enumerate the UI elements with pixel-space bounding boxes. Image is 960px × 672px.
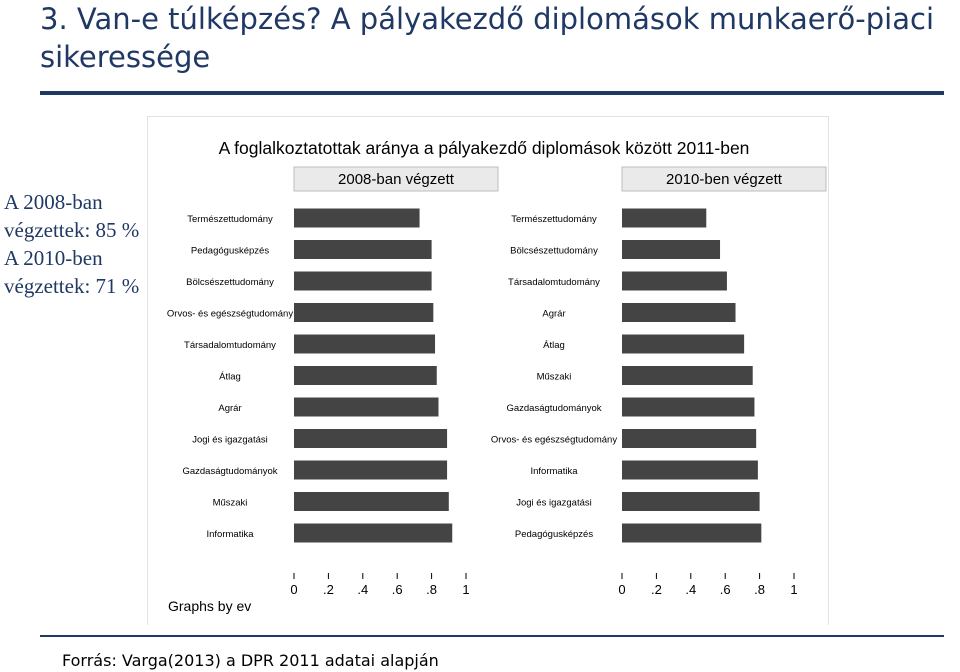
bar	[622, 303, 736, 322]
x-tick-label: .2	[323, 582, 334, 597]
x-tick-label: .6	[392, 582, 403, 597]
source-divider	[40, 635, 944, 637]
category-label: Jogi és igazgatási	[516, 498, 592, 509]
category-label: Informatika	[207, 529, 255, 540]
category-label: Informatika	[531, 466, 579, 477]
bar	[622, 523, 762, 543]
bar	[622, 492, 760, 511]
employment-rate-chart: A foglalkoztatottak aránya a pályakezdő …	[167, 138, 827, 614]
side-note: A 2008-ban végzettek: 85 % A 2010-ben vé…	[4, 188, 154, 300]
category-label: Természettudomány	[511, 214, 597, 225]
category-label: Orvos- és egészségtudomány	[167, 309, 293, 320]
side-note-line: végzettek: 71 %	[4, 274, 140, 298]
category-label: Gazdaságtudományok	[506, 403, 601, 414]
category-label: Agrár	[542, 309, 565, 320]
category-label: Átlag	[219, 372, 241, 383]
category-label: Bölcsészettudomány	[186, 277, 274, 288]
x-tick-label: .4	[357, 582, 368, 597]
bar	[294, 271, 432, 291]
x-tick-label: 1	[790, 582, 797, 597]
x-tick-label: .8	[754, 582, 765, 597]
bar	[622, 397, 755, 417]
chart-title: A foglalkoztatottak aránya a pályakezdő …	[219, 138, 750, 158]
chart-frame: A foglalkoztatottak aránya a pályakezdő …	[147, 116, 829, 625]
category-label: Műszaki	[213, 498, 248, 509]
category-label: Társadalomtudomány	[184, 340, 276, 351]
x-tick-label: .4	[685, 582, 696, 597]
panel-header-label: 2008-ban végzett	[338, 171, 455, 188]
bar	[294, 366, 437, 385]
bar	[622, 366, 753, 385]
x-tick-label: .2	[651, 582, 662, 597]
category-label: Átlag	[543, 340, 565, 351]
category-label: Orvos- és egészségtudomány	[491, 435, 617, 446]
bar	[294, 523, 453, 543]
bar	[622, 208, 707, 228]
bar	[622, 334, 745, 354]
category-label: Jogi és igazgatási	[192, 435, 268, 446]
bar	[294, 397, 439, 417]
panel-header-box	[621, 166, 827, 192]
category-label: Pedagógusképzés	[515, 529, 593, 540]
panel-header-label: 2010-ben végzett	[666, 171, 783, 188]
bar	[622, 240, 721, 259]
x-tick-label: 0	[618, 582, 625, 597]
category-label: Műszaki	[537, 372, 572, 383]
bar	[622, 429, 757, 448]
slide-title: 3. Van-e túlképzés? A pályakezdő diplomá…	[40, 2, 935, 74]
bar	[294, 240, 432, 259]
bar	[294, 492, 449, 511]
x-tick-label: .6	[720, 582, 731, 597]
chart-footnote: Graphs by ev	[168, 598, 251, 614]
side-note-line: A 2008-ban	[4, 190, 103, 214]
bar	[294, 303, 434, 322]
category-label: Pedagógusképzés	[191, 246, 269, 257]
source-note: Forrás: Varga(2013) a DPR 2011 adatai al…	[62, 651, 439, 670]
x-tick-label: 0	[290, 582, 297, 597]
category-label: Agrár	[218, 403, 241, 414]
bar	[622, 271, 727, 291]
x-tick-label: .8	[426, 582, 437, 597]
bar	[294, 460, 448, 480]
panel-header-box	[293, 166, 499, 192]
category-label: Természettudomány	[187, 214, 273, 225]
bar	[294, 208, 420, 228]
x-tick-label: 1	[462, 582, 469, 597]
bar	[622, 460, 758, 480]
category-label: Társadalomtudomány	[508, 277, 600, 288]
title-divider	[40, 91, 944, 95]
bar	[294, 334, 436, 354]
category-label: Bölcsészettudomány	[510, 246, 598, 257]
side-note-line: A 2010-ben	[4, 246, 103, 270]
category-label: Gazdaságtudományok	[182, 466, 277, 477]
side-note-line: végzettek: 85 %	[4, 218, 140, 242]
bar	[294, 429, 448, 448]
